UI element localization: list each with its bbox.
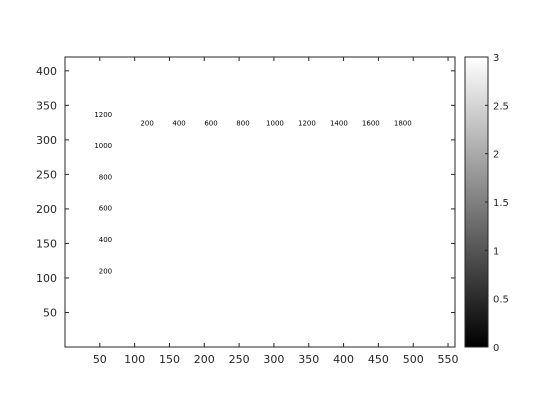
colorbar-tick-label: 0	[493, 343, 499, 354]
colorbar-tick-label: 0.5	[493, 295, 509, 306]
heatmap-image: 200 400 600 800 1000 1200 1400 1600 1800 200 400 60…	[94, 111, 412, 276]
image-x-tick-label: 1600	[362, 119, 380, 127]
colorbar	[464, 56, 489, 348]
x-tick-label: 400	[333, 353, 354, 366]
y-tick-label: 300	[36, 134, 57, 147]
y-tick-label: 400	[36, 65, 57, 78]
y-tick-label: 250	[36, 168, 57, 181]
colorbar-tick-label: 1	[493, 246, 499, 257]
plot-area	[64, 56, 456, 348]
x-axis: 50 100 150 200 250 300 350 400 450 500 550	[93, 57, 459, 366]
y-tick-label: 100	[36, 272, 57, 285]
x-tick-label: 450	[368, 353, 389, 366]
x-tick-label: 500	[403, 353, 424, 366]
colorbar-axis: 0 0.5 1 1.5 2 2.5 3	[485, 53, 509, 354]
image-y-tick-label: 600	[99, 205, 112, 213]
x-tick-label: 300	[263, 353, 284, 366]
colorbar-tick-label: 2.5	[493, 101, 509, 112]
image-x-tick-label: 800	[236, 119, 249, 127]
image-y-tick-label: 400	[99, 236, 112, 244]
image-x-tick-label: 600	[204, 119, 217, 127]
x-tick-label: 250	[229, 353, 250, 366]
x-tick-label: 100	[124, 353, 145, 366]
image-y-tick-label: 1000	[94, 142, 112, 150]
x-tick-label: 50	[93, 353, 107, 366]
x-tick-label: 150	[159, 353, 180, 366]
x-tick-label: 200	[194, 353, 215, 366]
y-tick-label: 200	[36, 203, 57, 216]
colorbar-tick-label: 1.5	[493, 198, 509, 209]
y-axis: 50 100 150 200 250 300 350 400	[36, 65, 455, 319]
y-tick-label: 50	[43, 306, 57, 319]
x-tick-label: 550	[438, 353, 459, 366]
colorbar-tick-label: 2	[493, 150, 499, 161]
image-x-tick-label: 400	[172, 119, 185, 127]
image-x-tick-label: 1000	[266, 119, 284, 127]
x-tick-label: 350	[298, 353, 319, 366]
image-y-tick-label: 200	[99, 267, 112, 275]
image-y-tick-label: 800	[99, 173, 112, 181]
y-tick-label: 350	[36, 99, 57, 112]
image-x-tick-label: 1800	[394, 119, 412, 127]
image-y-tick-label: 1200	[94, 111, 112, 119]
image-x-tick-label: 1200	[298, 119, 316, 127]
image-x-tick-label: 200	[140, 119, 153, 127]
colorbar-tick-label: 3	[493, 53, 499, 64]
y-tick-label: 150	[36, 237, 57, 250]
image-x-tick-label: 1400	[330, 119, 348, 127]
